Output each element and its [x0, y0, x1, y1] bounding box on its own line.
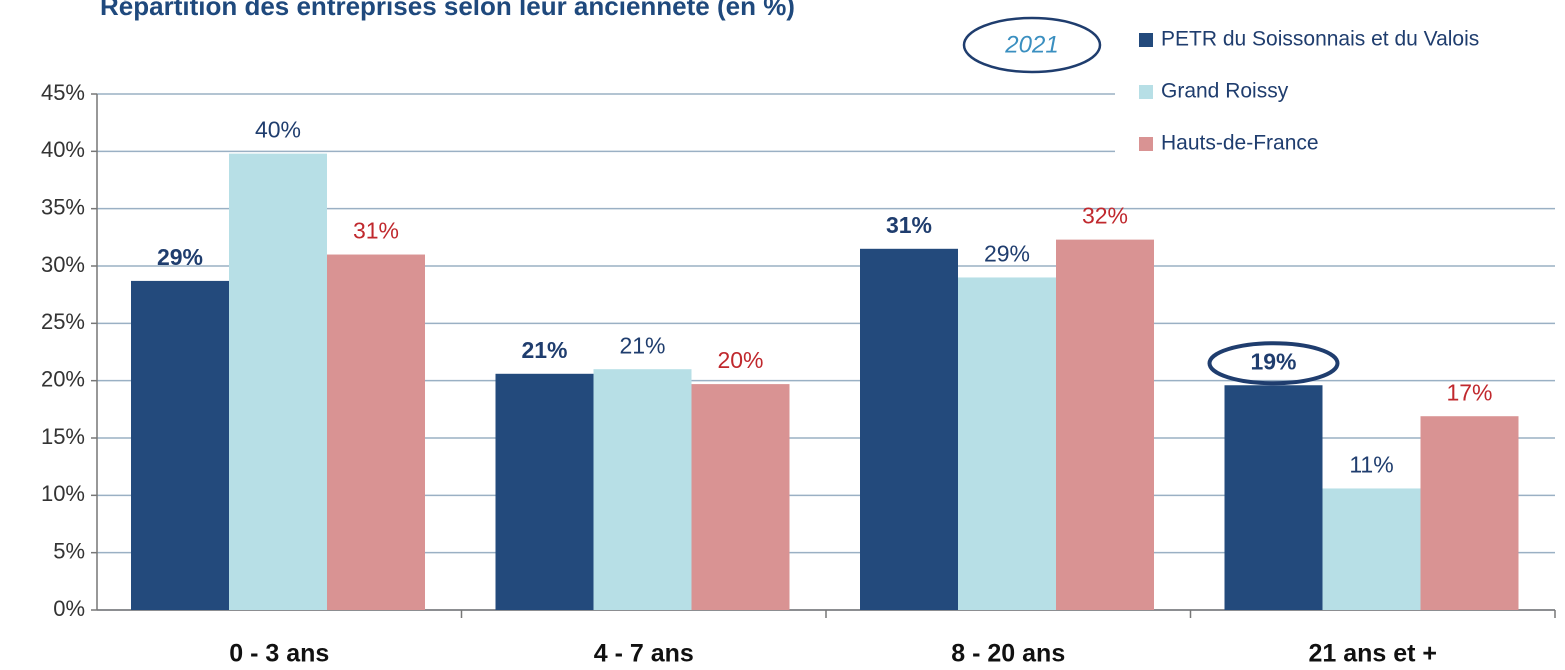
y-tick-label: 35% — [41, 194, 85, 219]
y-tick-label: 40% — [41, 137, 85, 162]
legend-label: Hauts-de-France — [1161, 132, 1319, 155]
legend-label: Grand Roissy — [1161, 80, 1289, 103]
bar — [1322, 488, 1421, 610]
y-tick-label: 15% — [41, 424, 85, 449]
x-tick-label: 4 - 7 ans — [594, 640, 694, 668]
y-tick-label: 10% — [41, 481, 85, 506]
x-tick-label: 8 - 20 ans — [951, 640, 1065, 668]
bar — [327, 254, 425, 611]
legend-swatch — [1139, 137, 1153, 151]
data-label: 11% — [1349, 452, 1393, 478]
y-tick-label: 25% — [41, 309, 85, 334]
x-tick-label: 0 - 3 ans — [229, 640, 329, 668]
bar — [860, 248, 958, 611]
bar — [1224, 385, 1323, 610]
data-label: 20% — [717, 347, 763, 373]
bar — [495, 373, 594, 610]
data-label: 29% — [984, 241, 1030, 267]
y-tick-label: 45% — [41, 80, 85, 105]
bar — [1056, 239, 1154, 611]
legend-swatch — [1139, 85, 1153, 99]
y-tick-label: 30% — [41, 252, 85, 277]
bar — [691, 384, 790, 610]
bar — [593, 369, 692, 610]
data-label: 40% — [255, 117, 301, 143]
y-tick-label: 5% — [53, 538, 85, 563]
data-label: 32% — [1082, 203, 1128, 229]
legend-box — [1115, 15, 1560, 165]
x-tick-label: 21 ans et + — [1308, 640, 1437, 668]
data-label: 31% — [353, 218, 399, 244]
legend-label: PETR du Soissonnais et du Valois — [1161, 28, 1479, 51]
bar — [229, 153, 327, 611]
y-tick-label: 0% — [53, 596, 85, 621]
chart-title: Répartition des entreprises selon leur a… — [100, 0, 795, 21]
data-label: 21% — [619, 332, 665, 358]
bar — [958, 277, 1056, 610]
data-label: 19% — [1250, 348, 1296, 374]
data-label: 31% — [886, 212, 932, 238]
highlight-oval — [1207, 341, 1340, 386]
bar — [1420, 416, 1519, 610]
data-label: 17% — [1446, 379, 1492, 405]
data-label: 21% — [521, 337, 567, 363]
y-tick-label: 20% — [41, 366, 85, 391]
annotation: 2021 — [1004, 31, 1058, 58]
bar — [131, 280, 229, 610]
annotation-oval — [962, 16, 1102, 74]
legend-swatch — [1139, 33, 1153, 47]
data-label: 29% — [157, 244, 203, 270]
